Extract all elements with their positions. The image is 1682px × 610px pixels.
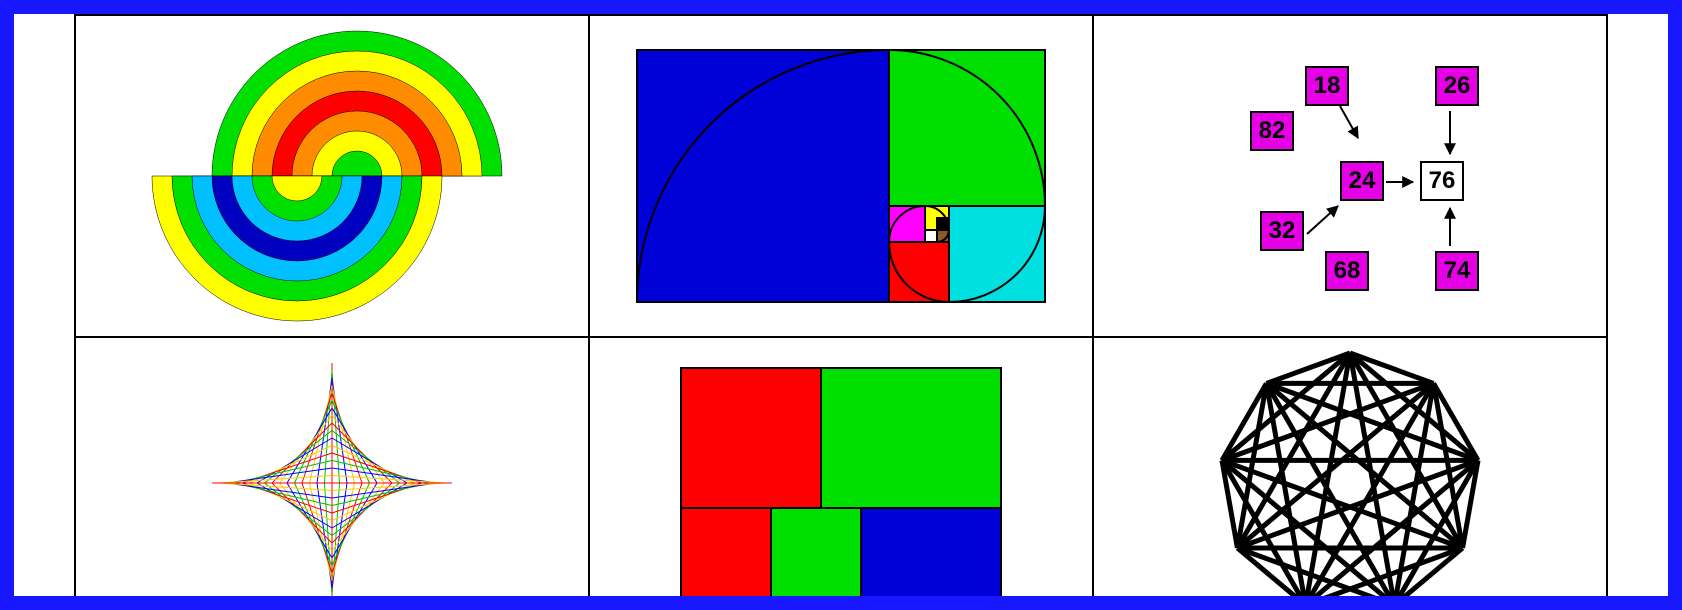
puzzle-number-box: 68 <box>1325 251 1369 291</box>
cell-1-2 <box>589 15 1093 337</box>
puzzle-number-box: 32 <box>1260 211 1304 251</box>
puzzle-target-box: 76 <box>1420 161 1464 201</box>
cell-1-3: 18 26 82 24 76 32 68 74 <box>1093 15 1607 337</box>
cell-2-1 <box>75 337 589 610</box>
cell-2-3 <box>1093 337 1607 610</box>
grid-container: 18 26 82 24 76 32 68 74 <box>74 14 1608 610</box>
diagram-grid: 18 26 82 24 76 32 68 74 <box>74 14 1608 610</box>
cell-2-2 <box>589 337 1093 610</box>
puzzle-number-box: 26 <box>1435 66 1479 106</box>
puzzle-number-box: 18 <box>1305 66 1349 106</box>
page-frame: 18 26 82 24 76 32 68 74 <box>0 0 1682 610</box>
puzzle-number-box: 82 <box>1250 111 1294 151</box>
number-puzzle-diagram: 18 26 82 24 76 32 68 74 <box>1140 36 1560 316</box>
puzzle-number-box: 24 <box>1340 161 1384 201</box>
rectangle-dissection-diagram <box>679 366 1003 600</box>
cell-1-1 <box>75 15 589 337</box>
rainbow-wave-diagram <box>122 26 542 326</box>
astroid-string-art <box>202 353 462 610</box>
puzzle-number-box: 74 <box>1435 251 1479 291</box>
golden-spiral-diagram <box>635 48 1047 304</box>
complete-graph-k9 <box>1205 338 1495 610</box>
